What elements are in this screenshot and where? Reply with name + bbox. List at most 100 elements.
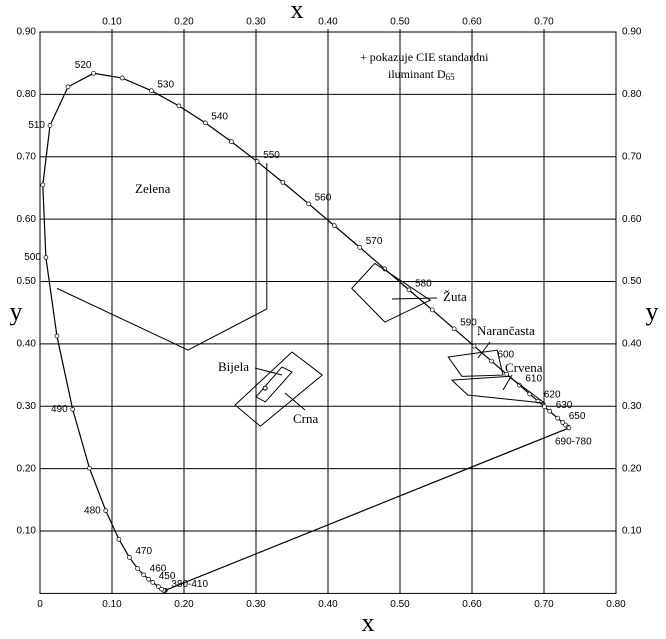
arrow [477,341,491,359]
locus-point [70,407,76,412]
x-axis-title: x [362,608,375,637]
y-tick-label: 0.70 [17,151,37,162]
x-tick-label: 0.70 [534,599,554,610]
region-outline [351,262,432,323]
x-tick-label-top: 0.10 [102,17,122,28]
locus-point [406,287,412,293]
region-outline [234,351,324,427]
wavelength-label: 520 [75,60,92,71]
arrow [284,392,306,411]
locus-point [43,255,49,260]
locus-point [560,420,566,425]
wavelength-label: 380-410 [171,579,208,590]
locus-point [429,307,435,313]
note-line2: iluminant D65 [388,67,455,82]
y-tick-label-right: 0.60 [622,214,642,225]
wavelength-label: 540 [211,112,228,123]
locus-point [202,120,208,126]
x-axis-title-top: x [291,0,304,24]
region-label: Narančasta [477,323,535,338]
locus-point [357,245,363,250]
y-tick-label-right: 0.70 [622,151,642,162]
locus-point [229,139,234,144]
locus-point [159,586,164,592]
x-tick-label: 0.40 [318,599,338,610]
x-tick-label-top: 0.70 [534,17,554,28]
arrow [254,367,283,376]
y-tick-label-right: 0.50 [622,276,642,287]
region-outline [450,375,547,404]
x-tick-label-top: 0.20 [174,17,194,28]
x-tick-label-top: 0.40 [318,17,338,28]
locus-point [547,408,553,414]
y-tick-label-right: 0.40 [622,339,642,350]
locus-point [280,180,286,185]
y-tick-label: 0.60 [17,214,37,225]
locus-point [54,333,60,339]
note-subscript: 65 [446,72,456,82]
wavelength-label: 690-780 [555,437,592,448]
wavelength-label: 500 [24,252,41,263]
wavelength-label: 570 [366,236,383,247]
locus-point [451,326,457,332]
region-outline [56,162,268,351]
y-tick-label-right: 0.30 [622,401,642,412]
y-tick-label-right: 0.10 [622,526,642,537]
locus-point [489,358,494,364]
wavelength-label: 600 [497,350,514,361]
locus-point [149,88,154,94]
locus-point [306,201,311,207]
locus-point [65,84,71,90]
x-tick-label: 0.30 [246,599,266,610]
illuminant-point [262,385,268,391]
region-outline [255,366,293,403]
x-tick-label: 0.50 [390,599,410,610]
y-tick-label: 0.10 [17,526,37,537]
wavelength-label: 610 [525,374,542,385]
locus-point [146,576,152,582]
wavelength-label: 620 [544,390,561,401]
wavelength-label: 450 [159,571,176,582]
wavelength-label: 510 [28,120,45,131]
locus-point [555,415,561,421]
x-tick-label: 0 [37,599,43,610]
region-label: Žuta [443,289,467,304]
arrow [391,297,438,300]
locus-point [40,182,46,188]
wavelength-label: 550 [263,150,280,161]
note-text: iluminant D [388,67,446,81]
locus-point [87,465,92,471]
locus-point [254,159,260,164]
y-tick-label-right: 0.90 [622,27,642,38]
y-tick-label: 0.20 [17,463,37,474]
locus-point [47,123,53,128]
y-tick-label-right: 0.80 [622,89,642,100]
locus-point [103,508,109,513]
wavelength-label: 590 [460,317,477,328]
wavelength-label: 580 [415,279,432,290]
x-tick-label-top: 0.30 [246,17,266,28]
locus-point [176,103,182,109]
x-tick-label: 0.60 [462,599,482,610]
locus-point [156,584,161,589]
wavelength-label: 530 [157,79,174,90]
locus-point [116,536,122,542]
x-tick-label-top: 0.60 [462,17,482,28]
wavelength-label: 630 [556,400,573,411]
y-tick-label: 0.40 [17,339,37,350]
locus-point [91,70,96,76]
locus-point [135,566,140,571]
y-tick-label: 0.50 [17,276,37,287]
locus-point [119,75,125,81]
wavelength-label: 470 [135,546,152,557]
y-axis-title-right: y [646,297,659,326]
wavelength-label: 460 [150,564,167,575]
y-tick-label: 0.90 [17,27,37,38]
locus-point [331,223,337,228]
y-tick-label: 0.80 [17,89,37,100]
region-label: Crvena [505,360,543,375]
locus-point [141,572,147,578]
y-tick-label-right: 0.20 [622,463,642,474]
